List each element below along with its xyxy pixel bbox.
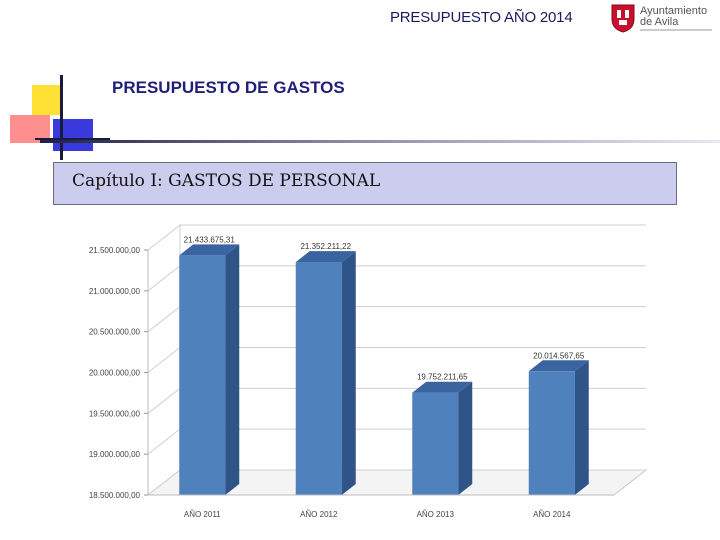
bar — [412, 392, 459, 495]
y-tick-label: 21.000.000,00 — [89, 287, 141, 296]
y-tick-label: 19.000.000,00 — [89, 450, 141, 459]
title-underline — [40, 140, 720, 143]
y-tick-label: 21.500.000,00 — [89, 246, 141, 255]
section-title: PRESUPUESTO DE GASTOS — [112, 78, 345, 97]
data-label: 20.014.567,65 — [533, 351, 585, 360]
logo-subline — [640, 29, 712, 31]
city-crest-icon — [611, 4, 635, 33]
bar-top — [179, 244, 240, 256]
bar-top — [295, 251, 356, 263]
bar — [295, 262, 342, 495]
logo: Ayuntamiento de Avila — [610, 3, 716, 39]
y-tick-label: 19.500.000,00 — [89, 409, 141, 418]
data-label: 21.352.211,22 — [300, 242, 351, 251]
data-label: 21.433.675,31 — [184, 235, 236, 244]
y-tick-label: 18.500.000,00 — [89, 491, 141, 500]
data-label: 19.752.211,65 — [417, 373, 468, 382]
bar-top — [528, 360, 589, 372]
chapter-title: Capítulo I: GASTOS DE PERSONAL — [72, 171, 381, 191]
logo-line1: Ayuntamiento — [640, 5, 708, 17]
x-tick-label: AÑO 2012 — [300, 510, 338, 519]
bar-side — [225, 244, 240, 495]
logo-line2: de Avila — [640, 16, 679, 28]
header-title: PRESUPUESTO AÑO 2014 — [390, 9, 573, 26]
bar-top — [412, 381, 473, 393]
bar-side — [458, 381, 473, 495]
x-tick-label: AÑO 2013 — [417, 510, 455, 519]
chapter-banner: Capítulo I: GASTOS DE PERSONAL — [53, 162, 677, 205]
bar — [179, 255, 226, 495]
x-tick-label: AÑO 2014 — [533, 510, 571, 519]
gridline — [147, 224, 646, 251]
x-tick-label: AÑO 2011 — [184, 510, 221, 519]
bar-side — [341, 251, 356, 495]
bar-chart: 18.500.000,00 19.000.000,00 19.500.000,00 2… — [89, 224, 648, 519]
decorative-squares — [10, 75, 110, 160]
bar — [528, 371, 575, 495]
y-tick-label: 20.000.000,00 — [89, 369, 141, 378]
bar-side — [574, 360, 589, 495]
y-tick-label: 20.500.000,00 — [89, 328, 141, 337]
